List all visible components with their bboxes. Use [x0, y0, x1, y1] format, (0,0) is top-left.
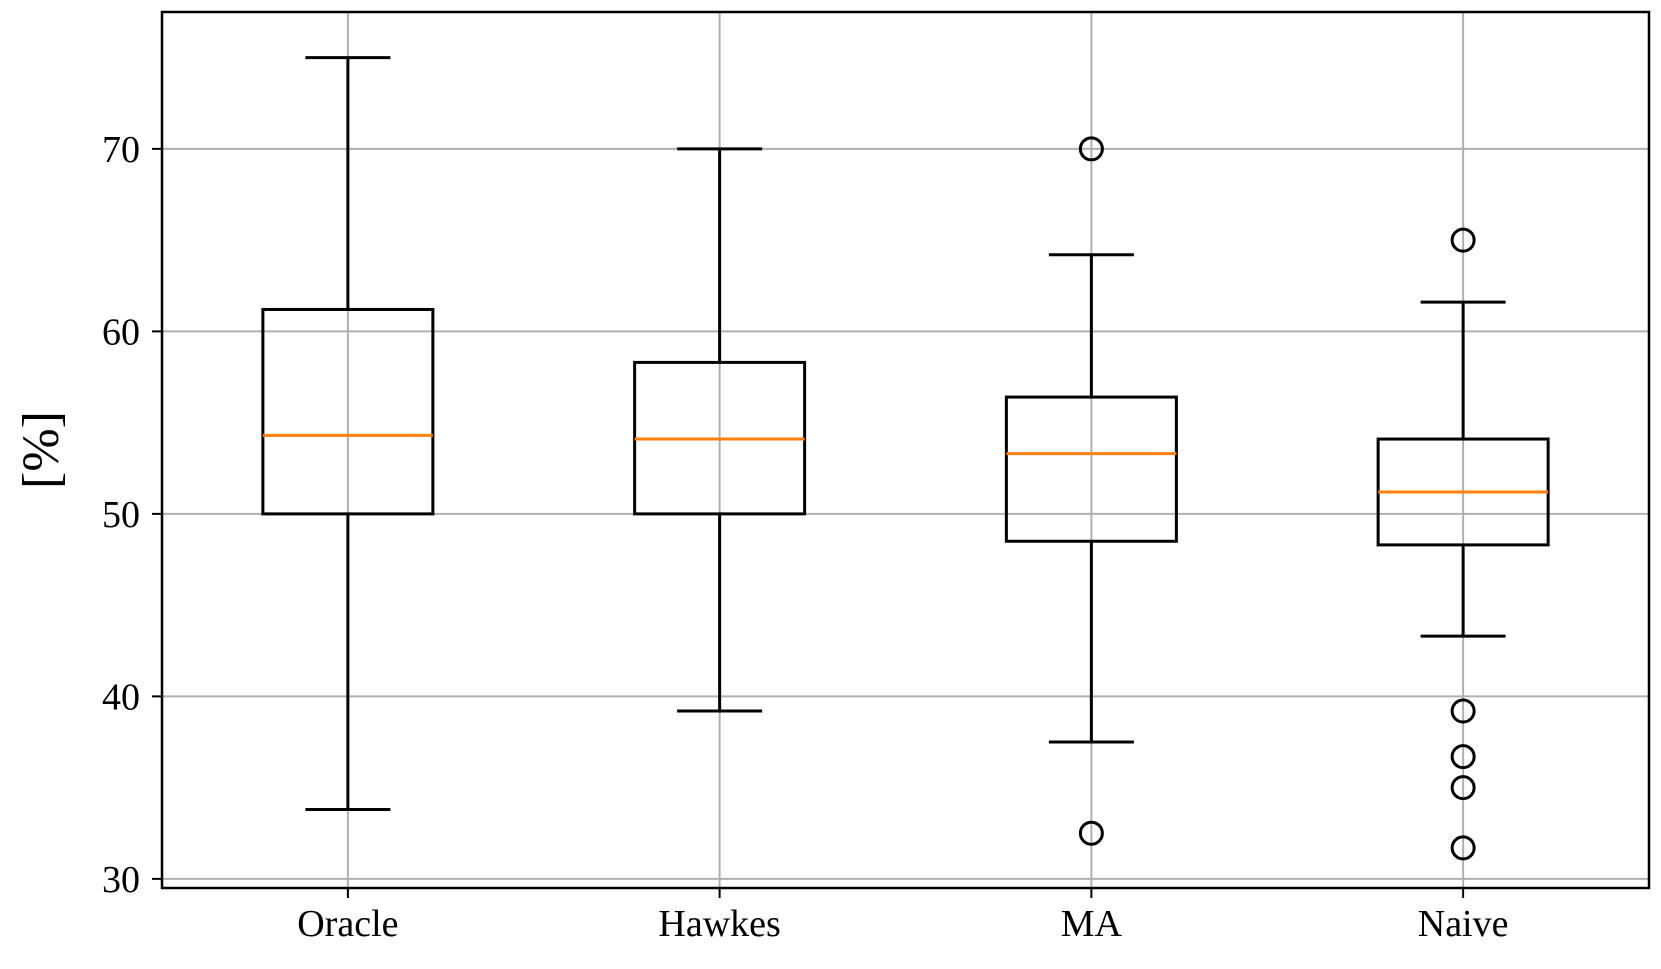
outlier-point	[1450, 227, 1476, 253]
y-tick-label: 40	[102, 676, 140, 718]
axis-ticks: 30 40 50 60 70 Oracle Hawkes MA Naive	[102, 129, 1508, 945]
box-ma	[1004, 136, 1178, 846]
box-hawkes	[633, 147, 807, 713]
outlier-point	[1450, 835, 1476, 861]
y-tick-label: 30	[102, 859, 140, 901]
outlier-point	[1450, 744, 1476, 770]
x-tick-label: MA	[1061, 903, 1123, 945]
outlier-point	[1078, 820, 1104, 846]
y-tick-label: 50	[102, 494, 140, 536]
plot-frame	[160, 10, 1651, 890]
box-naive	[1376, 227, 1550, 861]
x-tick-label: Oracle	[297, 903, 398, 945]
box-oracle	[261, 56, 435, 812]
outlier-point	[1450, 775, 1476, 801]
y-tick-label: 60	[102, 311, 140, 353]
y-axis-label: [%]	[13, 411, 70, 489]
iqr-box	[261, 307, 435, 516]
y-tick-label: 70	[102, 129, 140, 171]
grid-lines	[162, 12, 1649, 888]
box-series	[261, 56, 1550, 861]
x-tick-label: Hawkes	[658, 903, 780, 945]
x-tick-label: Naive	[1418, 903, 1509, 945]
outlier-point	[1450, 698, 1476, 724]
iqr-box	[1004, 395, 1178, 543]
outlier-point	[1078, 136, 1104, 162]
